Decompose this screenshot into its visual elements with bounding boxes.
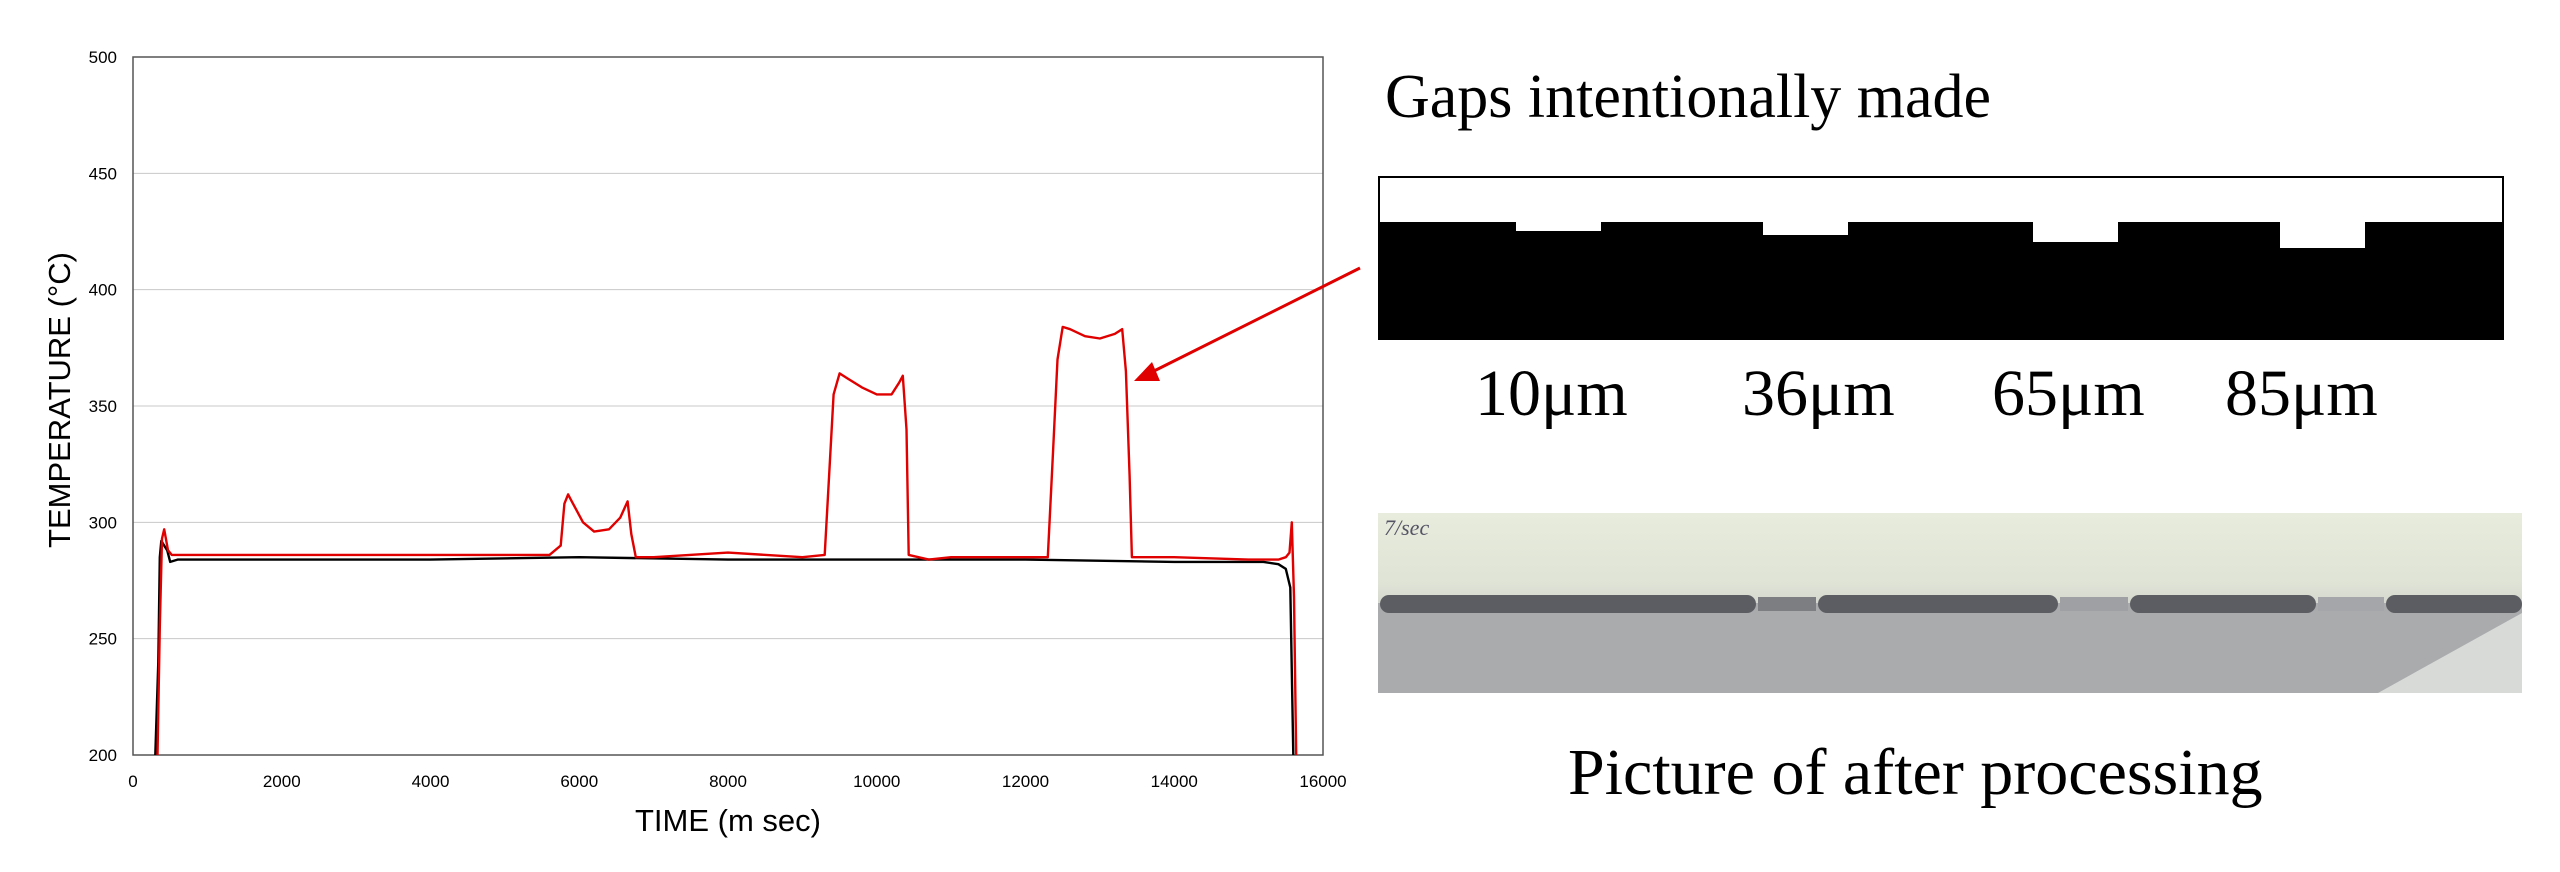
gaps-title: Gaps intentionally made — [1385, 63, 1992, 131]
photo-handwriting: 7/sec — [1384, 515, 1430, 540]
gap-notch-36um — [1763, 222, 1848, 235]
gap-label-36um: 36μm — [1742, 357, 1895, 430]
x-tick-label: 14000 — [1151, 772, 1198, 791]
y-tick-label: 250 — [89, 630, 117, 649]
series-line-2 — [156, 325, 1298, 756]
gap-label-65um: 65μm — [1992, 357, 2145, 430]
y-tick-label: 450 — [89, 164, 117, 183]
gap-diagram — [1378, 176, 2504, 340]
photo-plate-bevel — [2378, 613, 2522, 693]
x-tick-label: 6000 — [560, 772, 598, 791]
y-tick-label: 400 — [89, 281, 117, 300]
photo-gap-2 — [2060, 597, 2128, 611]
x-axis-title: TIME (m sec) — [635, 803, 821, 838]
photo-gap-1 — [1758, 597, 1816, 611]
photo-weld-segment-2 — [1818, 595, 2058, 613]
y-axis-title: TEMPERATURE (°C) — [42, 252, 77, 548]
x-tick-label: 0 — [128, 772, 137, 791]
photo-gap-3 — [2318, 597, 2384, 611]
x-tick-label: 16000 — [1299, 772, 1346, 791]
x-tick-label: 12000 — [1002, 772, 1049, 791]
y-tick-label: 350 — [89, 397, 117, 416]
y-tick-label: 500 — [89, 48, 117, 67]
series-line-1 — [154, 539, 1295, 756]
gap-notch-85um — [2280, 222, 2365, 248]
gap-notch-65um — [2033, 222, 2118, 242]
gap-label-85um: 85μm — [2225, 357, 2378, 430]
x-tick-label: 2000 — [263, 772, 301, 791]
temperature-chart: 200 250 300 350 400 450 500 0 2000 4000 6000 8000 1… — [42, 48, 1347, 838]
x-tick-label: 10000 — [853, 772, 900, 791]
y-tick-labels: 200 250 300 350 400 450 500 — [89, 48, 117, 765]
photo-weld-segment-4 — [2386, 595, 2522, 613]
gap-label-10um: 10μm — [1475, 357, 1628, 430]
processed-sample-photo: 7/sec — [1378, 513, 2522, 693]
x-tick-label: 4000 — [412, 772, 450, 791]
gap-notch-10um — [1516, 222, 1601, 231]
gridlines — [133, 172, 1323, 640]
y-tick-label: 300 — [89, 513, 117, 532]
plot-area-frame — [132, 56, 1324, 756]
photo-caption: Picture of after processing — [1568, 736, 2263, 809]
x-tick-label: 8000 — [709, 772, 747, 791]
photo-weld-segment-3 — [2130, 595, 2316, 613]
y-tick-label: 200 — [89, 746, 117, 765]
photo-plate-face — [1378, 603, 2522, 693]
series-lines — [154, 325, 1298, 756]
photo-weld-segment-1 — [1380, 595, 1756, 613]
x-tick-labels: 0 2000 4000 6000 8000 10000 12000 14000 16000 — [128, 772, 1346, 791]
